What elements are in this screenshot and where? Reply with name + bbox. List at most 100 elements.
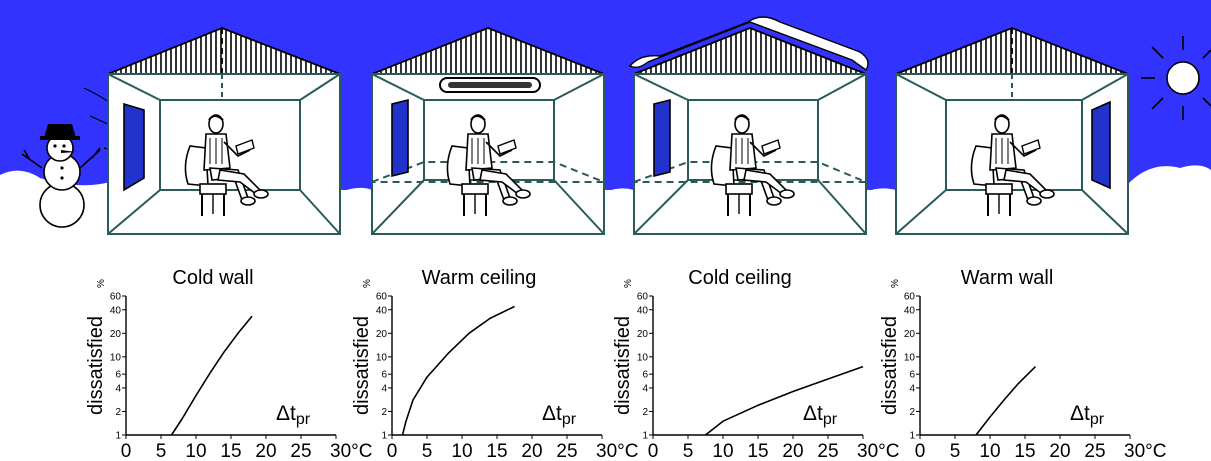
y-tick-label: 60 <box>376 292 388 303</box>
y-tick-label: 2 <box>642 407 648 418</box>
x-tick-label: 15 <box>747 441 768 461</box>
room-cold-ceiling <box>628 16 869 235</box>
y-unit-label: % <box>890 279 901 288</box>
x-tick-label: 5 <box>683 441 694 461</box>
y-tick-label: 4 <box>909 383 915 394</box>
y-tick-label: 60 <box>637 292 649 303</box>
x-tick-label: 0 <box>387 441 398 461</box>
y-tick-label: 1 <box>381 431 387 442</box>
chart-title: Cold ceiling <box>688 267 791 289</box>
x-tick-label: 10 <box>712 441 733 461</box>
y-tick-label: 60 <box>904 292 916 303</box>
y-tick-label: 40 <box>376 305 388 316</box>
chart-panel-4: Warm wall% 1 2 4 6 10 20 40 60 dissatisfied 0 5 10 15… <box>879 267 1166 461</box>
x-tick-label: 0 <box>121 441 132 461</box>
y-tick-label: 6 <box>909 370 915 381</box>
delta-t-pr-label: Δtpr <box>542 402 577 428</box>
y-unit-label: % <box>362 279 373 288</box>
x-tick-label: 5 <box>156 441 167 461</box>
delta-t-pr-label: Δtpr <box>276 402 311 428</box>
x-tick-label: 30°C <box>596 441 638 461</box>
x-tick-label: 25 <box>556 441 577 461</box>
y-tick-label: 40 <box>110 305 122 316</box>
cold-window <box>123 102 145 192</box>
x-tick-label: 20 <box>782 441 803 461</box>
snowman-icon <box>21 124 101 228</box>
room-warm-ceiling <box>371 27 605 235</box>
x-tick-label: 5 <box>422 441 433 461</box>
x-tick-label: 20 <box>1049 441 1070 461</box>
dissatisfaction-curve <box>975 366 1037 436</box>
y-tick-label: 2 <box>381 407 387 418</box>
dissatisfaction-curve <box>705 365 864 436</box>
x-tick-label: 15 <box>486 441 507 461</box>
delta-t-pr-label: Δtpr <box>803 402 838 428</box>
x-tick-label: 30°C <box>330 441 372 461</box>
window <box>391 98 409 178</box>
y-tick-label: 4 <box>381 383 387 394</box>
chart-title: Cold wall <box>172 267 253 289</box>
x-tick-label: 25 <box>1084 441 1105 461</box>
y-tick-label: 10 <box>110 352 122 363</box>
chart-title: Warm ceiling <box>422 267 537 289</box>
room-warm-wall <box>895 27 1129 235</box>
delta-t-pr-subscript: pr <box>562 411 577 428</box>
dissatisfaction-curve <box>170 315 253 436</box>
y-tick-label: 2 <box>115 407 121 418</box>
y-axis-label: dissatisfied <box>612 316 634 415</box>
x-tick-label: 20 <box>521 441 542 461</box>
x-tick-label: 30°C <box>857 441 899 461</box>
room-cold-wall <box>107 27 341 235</box>
y-tick-label: 10 <box>904 352 916 363</box>
chart-title: Warm wall <box>961 267 1054 289</box>
x-tick-label: 10 <box>979 441 1000 461</box>
delta-t-pr-subscript: pr <box>1090 411 1105 428</box>
y-unit-label: % <box>623 279 634 288</box>
x-tick-label: 5 <box>950 441 961 461</box>
y-tick-label: 6 <box>381 370 387 381</box>
y-tick-label: 20 <box>376 329 388 340</box>
window <box>653 98 671 178</box>
y-tick-label: 40 <box>904 305 916 316</box>
y-axis-label: dissatisfied <box>351 316 373 415</box>
x-tick-label: 15 <box>1014 441 1035 461</box>
x-tick-label: 15 <box>220 441 241 461</box>
snow-roof-icon <box>628 16 869 72</box>
x-tick-label: 20 <box>255 441 276 461</box>
dissatisfaction-curve <box>401 305 515 436</box>
chart-panel-1: Cold wall% 1 2 4 6 10 20 40 60 dissatisfied 0 5 10 15… <box>85 267 372 461</box>
y-tick-label: 10 <box>637 352 649 363</box>
x-tick-label: 0 <box>648 441 659 461</box>
y-tick-label: 6 <box>642 370 648 381</box>
delta-t-pr-subscript: pr <box>823 411 838 428</box>
x-tick-label: 10 <box>185 441 206 461</box>
y-tick-label: 20 <box>904 329 916 340</box>
sun-icon <box>1141 36 1211 120</box>
y-tick-label: 4 <box>115 383 121 394</box>
y-unit-label: % <box>96 279 107 288</box>
x-tick-label: 25 <box>817 441 838 461</box>
y-tick-label: 60 <box>110 292 122 303</box>
x-tick-label: 25 <box>290 441 311 461</box>
y-tick-label: 1 <box>909 431 915 442</box>
warm-window <box>1091 100 1111 190</box>
y-tick-label: 6 <box>115 370 121 381</box>
y-tick-label: 1 <box>115 431 121 442</box>
y-tick-label: 20 <box>110 329 122 340</box>
y-axis-label: dissatisfied <box>85 316 107 415</box>
x-tick-label: 10 <box>451 441 472 461</box>
x-tick-label: 0 <box>915 441 926 461</box>
x-tick-label: 30°C <box>1124 441 1166 461</box>
y-tick-label: 4 <box>642 383 648 394</box>
delta-t-pr-label: Δtpr <box>1070 402 1105 428</box>
y-axis-label: dissatisfied <box>879 316 901 415</box>
y-tick-label: 10 <box>376 352 388 363</box>
y-tick-label: 20 <box>637 329 649 340</box>
delta-t-pr-subscript: pr <box>296 411 311 428</box>
y-tick-label: 1 <box>642 431 648 442</box>
y-tick-label: 40 <box>637 305 649 316</box>
